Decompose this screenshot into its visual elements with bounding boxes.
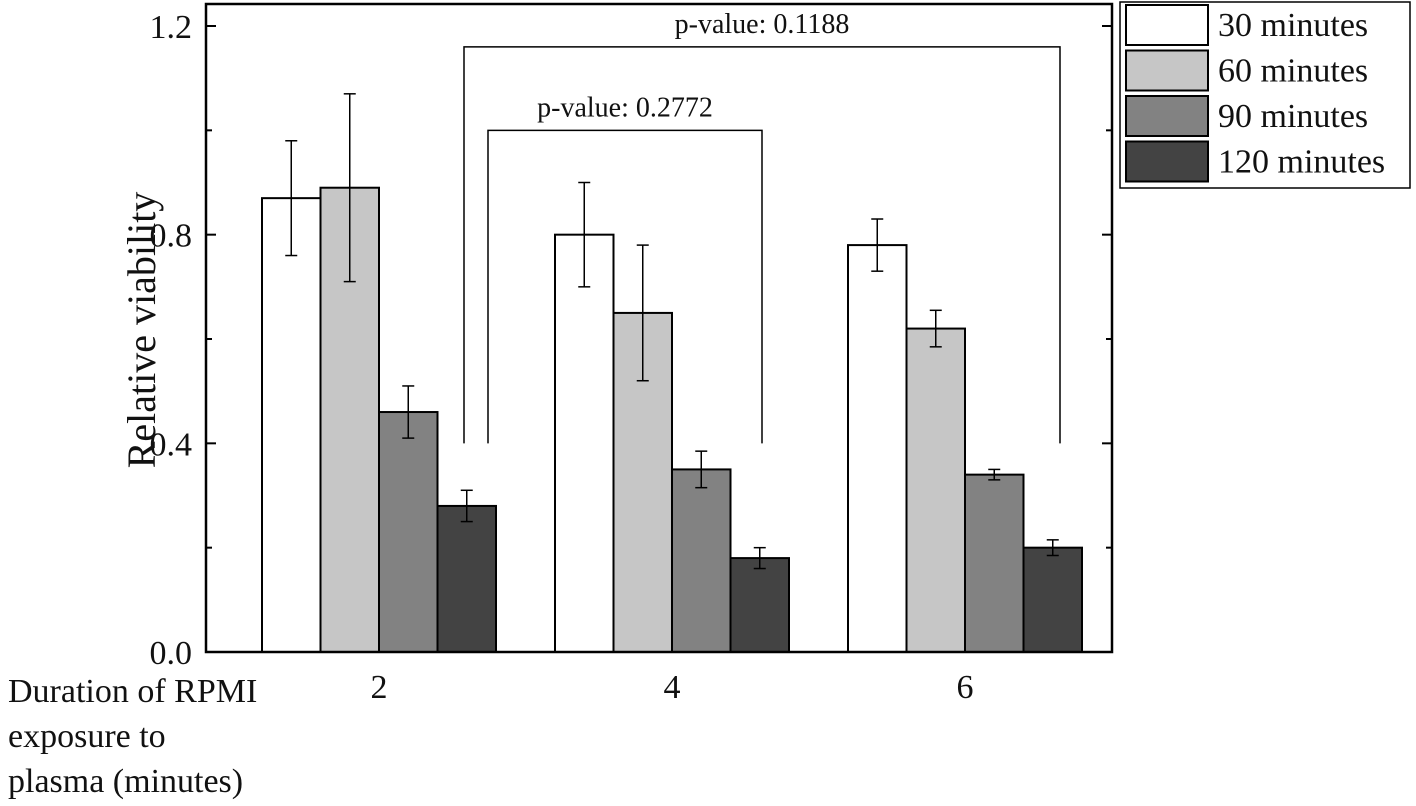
- y-axis-title: Relative viability: [119, 192, 164, 469]
- annotations-layer: p-value: 0.2772 p-value: 0.1188: [463, 9, 1061, 444]
- error-bar-60-minutes-cat-2: [343, 93, 356, 283]
- significance-bracket: [463, 46, 1061, 444]
- significance-bracket: [487, 129, 763, 444]
- legend-label: 90 minutes: [1218, 98, 1368, 135]
- x-axis-title: Duration of RPMI exposure to plasma (minut…: [8, 673, 257, 800]
- x-axis-tick-labels: 2 4 6: [371, 669, 974, 706]
- legend: 30 minutes 60 minutes 90 minutes 120 minute…: [1119, 1, 1411, 189]
- errorbars-layer: [285, 93, 1059, 570]
- legend-swatch: [1125, 140, 1209, 183]
- error-bar-30-minutes-cat-2: [285, 140, 298, 257]
- error-bar-30-minutes-cat-4: [578, 181, 591, 288]
- bars-layer: [261, 186, 1083, 654]
- p-value-label: p-value: 0.1188: [675, 9, 850, 40]
- y-tick-label: 1.2: [150, 9, 193, 46]
- bar-90-minutes-cat-4: [671, 468, 732, 653]
- y-axis-ticks: 0.0 0.4 0.8 1.2: [150, 9, 1112, 672]
- error-bar-120-minutes-cat-6: [1046, 539, 1059, 557]
- p-value-label: p-value: 0.2772: [537, 92, 713, 123]
- error-bar-60-minutes-cat-4: [636, 244, 649, 382]
- y-tick-label: 0.8: [150, 218, 193, 255]
- bar-30-minutes-cat-6: [847, 244, 908, 653]
- bar-30-minutes-cat-4: [554, 233, 615, 654]
- bar-90-minutes-cat-2: [378, 411, 439, 653]
- y-tick-label: 0.0: [150, 635, 193, 672]
- error-bar-120-minutes-cat-2: [460, 489, 473, 523]
- bar-60-minutes-cat-6: [905, 327, 966, 653]
- legend-label: 60 minutes: [1218, 53, 1368, 90]
- legend-label: 30 minutes: [1218, 7, 1368, 44]
- error-bar-120-minutes-cat-4: [753, 546, 766, 570]
- legend-swatch: [1125, 95, 1209, 137]
- legend-swatch: [1125, 49, 1209, 92]
- x-tick-label: 2: [371, 669, 388, 706]
- legend-swatch: [1125, 4, 1209, 46]
- x-tick-label: 6: [957, 669, 974, 706]
- bar-120-minutes-cat-2: [436, 504, 497, 653]
- error-bar-60-minutes-cat-6: [929, 309, 942, 348]
- bar-90-minutes-cat-6: [964, 473, 1025, 653]
- error-bar-90-minutes-cat-6: [988, 468, 1001, 481]
- bar-120-minutes-cat-4: [729, 557, 790, 653]
- error-bar-90-minutes-cat-2: [402, 385, 415, 439]
- bar-120-minutes-cat-6: [1022, 546, 1083, 654]
- y-tick-label: 0.4: [150, 426, 193, 463]
- error-bar-90-minutes-cat-4: [695, 450, 708, 489]
- plot-frame: [204, 2, 1114, 654]
- error-bar-30-minutes-cat-6: [871, 218, 884, 272]
- legend-label: 120 minutes: [1218, 144, 1385, 181]
- bar-30-minutes-cat-2: [261, 197, 322, 653]
- x-tick-label: 4: [664, 669, 681, 706]
